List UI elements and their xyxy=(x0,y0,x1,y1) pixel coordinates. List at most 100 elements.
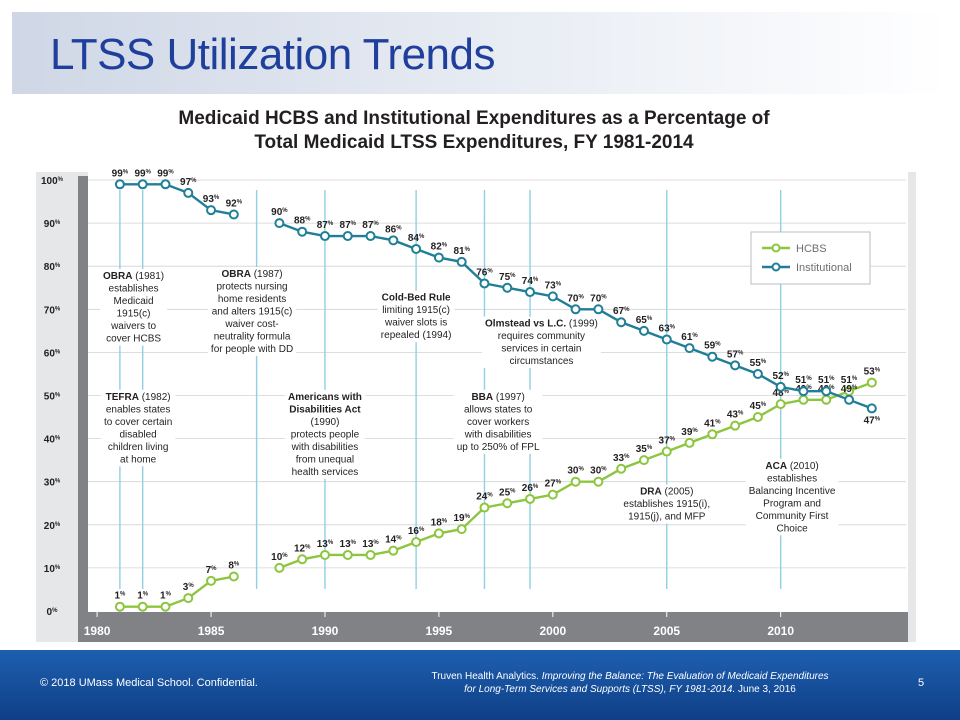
x-tick-label: 1985 xyxy=(198,624,225,638)
annotation-line: waiver slots is xyxy=(384,318,447,329)
annotation-backing xyxy=(620,484,714,524)
y-tick-label: 90% xyxy=(44,219,61,230)
hcbs-point xyxy=(456,524,467,535)
institutional-point xyxy=(297,226,308,237)
hcbs-data-label: 7% xyxy=(206,565,218,576)
y-tick-label: 50% xyxy=(44,392,61,403)
hcbs-point xyxy=(525,493,536,504)
institutional-point xyxy=(342,231,353,242)
hcbs-data-label: 35% xyxy=(636,444,653,455)
hcbs-point xyxy=(137,601,148,612)
annotation-line: limiting 1915(c) xyxy=(382,305,450,316)
institutional-data-label: 99% xyxy=(157,168,174,179)
annotation-heading: DRA (2005) xyxy=(640,487,693,498)
institutional-data-label: 92% xyxy=(226,198,243,209)
institutional-point xyxy=(752,368,763,379)
annotation-line: protects nursing xyxy=(216,281,287,292)
institutional-point xyxy=(114,179,125,190)
hcbs-data-label: 19% xyxy=(453,513,470,524)
expenditure-chart: Medicaid HCBS and Institutional Expendit… xyxy=(36,108,916,642)
legend-marker-hcbs xyxy=(771,243,781,253)
annotation-line: for people with DD xyxy=(211,344,293,355)
institutional-point xyxy=(502,282,513,293)
institutional-data-label: 73% xyxy=(545,280,562,291)
institutional-point xyxy=(684,343,695,354)
institutional-data-label: 51% xyxy=(818,375,835,386)
annotation-line: establishes 1915(i), xyxy=(623,499,710,510)
institutional-point xyxy=(570,304,581,315)
annotation-line: Program and xyxy=(763,498,821,509)
y-tick-label: 40% xyxy=(44,435,61,446)
institutional-data-label: 76% xyxy=(476,267,493,278)
institutional-data-label: 61% xyxy=(681,332,698,343)
institutional-point xyxy=(388,235,399,246)
institutional-data-label: 87% xyxy=(362,220,379,231)
footer: © 2018 UMass Medical School. Confidentia… xyxy=(0,650,960,720)
annotation-line: with disabilities xyxy=(291,442,359,453)
hcbs-point xyxy=(183,593,194,604)
hcbs-point xyxy=(479,502,490,513)
hcbs-point xyxy=(821,394,832,405)
hcbs-data-label: 26% xyxy=(522,483,539,494)
annotation-heading: BBA (1997) xyxy=(471,392,524,403)
hcbs-point xyxy=(684,437,695,448)
annotation-line: establishes xyxy=(767,473,817,484)
slide-title: LTSS Utilization Trends xyxy=(50,30,495,79)
hcbs-data-label: 18% xyxy=(431,517,448,528)
institutional-point xyxy=(274,218,285,229)
hcbs-data-label: 51% xyxy=(841,375,858,386)
annotation-heading: Americans with xyxy=(288,392,362,403)
annotation-line: from unequal xyxy=(296,454,354,465)
chart-title-line: Total Medicaid LTSS Expenditures, FY 198… xyxy=(254,132,694,153)
hcbs-data-label: 53% xyxy=(864,367,881,378)
annotation-backing xyxy=(453,389,543,454)
hcbs-data-label: 1% xyxy=(160,591,172,602)
hcbs-point xyxy=(638,455,649,466)
annotation-backing xyxy=(207,266,297,356)
annotation-heading: Olmstead vs L.C. (1999) xyxy=(485,319,598,330)
annotation-line: at home xyxy=(120,454,157,465)
institutional-point xyxy=(775,381,786,392)
institutional-data-label: 51% xyxy=(795,375,812,386)
x-axis-band xyxy=(78,612,908,642)
institutional-point xyxy=(365,231,376,242)
hcbs-data-label: 43% xyxy=(727,410,744,421)
hcbs-data-label: 13% xyxy=(317,539,334,550)
institutional-data-label: 52% xyxy=(772,371,789,382)
source-citation: Truven Health Analytics. Improving the B… xyxy=(380,670,880,696)
institutional-data-label: 84% xyxy=(408,233,425,244)
hcbs-point xyxy=(433,528,444,539)
x-tick-label: 2010 xyxy=(767,624,794,638)
institutional-data-label: 99% xyxy=(112,168,129,179)
institutional-data-label: 87% xyxy=(340,220,357,231)
annotation-line: disabled xyxy=(119,429,156,440)
hcbs-point xyxy=(866,377,877,388)
legend-label-hcbs: HCBS xyxy=(796,243,827,255)
chart-title: Medicaid HCBS and Institutional Expendit… xyxy=(178,108,770,153)
annotation-line: protects people xyxy=(291,429,360,440)
institutional-data-label: 90% xyxy=(271,207,288,218)
institutional-data-label: 93% xyxy=(203,194,220,205)
annotation-backing xyxy=(100,269,168,346)
institutional-data-label: 57% xyxy=(727,349,744,360)
hcbs-data-label: 10% xyxy=(271,552,288,563)
institutional-data-label: 70% xyxy=(567,293,584,304)
annotation-line: cover HCBS xyxy=(106,334,161,345)
x-tick-label: 2005 xyxy=(653,624,680,638)
y-tick-label: 20% xyxy=(44,521,61,532)
annotation-line: and alters 1915(c) xyxy=(212,306,293,317)
hcbs-point xyxy=(274,562,285,573)
annotation-heading: Disabilities Act xyxy=(289,404,361,415)
institutional-point xyxy=(844,394,855,405)
hcbs-point xyxy=(616,463,627,474)
institutional-data-label: 49% xyxy=(841,384,858,395)
hcbs-data-label: 39% xyxy=(681,427,698,438)
hcbs-data-label: 12% xyxy=(294,543,311,554)
annotation-line: health services xyxy=(292,467,359,478)
annotation-line: home residents xyxy=(218,294,286,305)
hcbs-data-label: 13% xyxy=(362,539,379,550)
x-tick-label: 2000 xyxy=(539,624,566,638)
x-tick-label: 1990 xyxy=(312,624,339,638)
y-tick-label: 30% xyxy=(44,478,61,489)
legend: HCBS Institutional xyxy=(750,231,871,285)
